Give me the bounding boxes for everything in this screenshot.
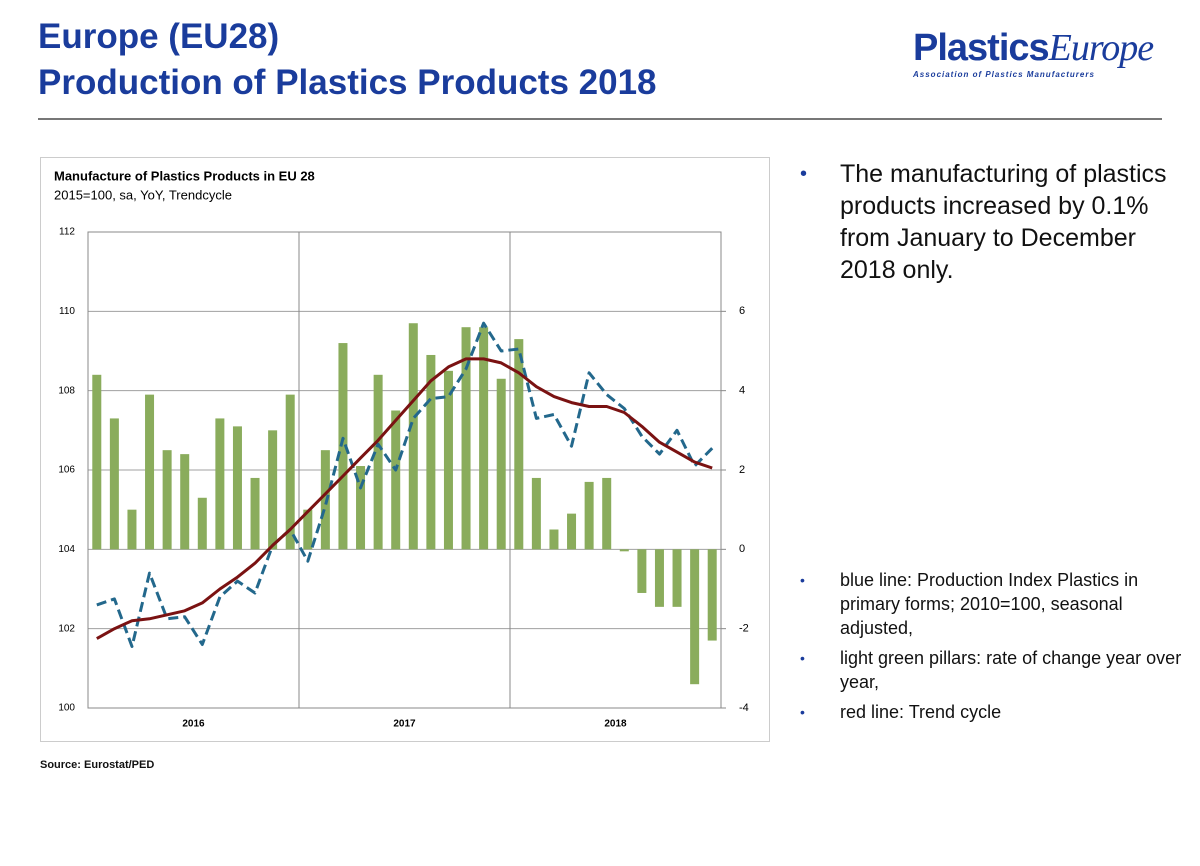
bullet-list: The manufacturing of plastics products i…	[800, 158, 1170, 286]
bar	[461, 327, 471, 550]
bar	[514, 339, 524, 550]
line	[96, 357, 713, 640]
x-tick-label: 2017	[393, 719, 416, 730]
bar	[602, 477, 612, 550]
bar	[92, 374, 102, 550]
logo-text: Plastics	[913, 27, 1050, 69]
bar	[303, 509, 313, 550]
bar	[232, 426, 242, 550]
bar	[109, 418, 119, 550]
bar	[690, 549, 700, 685]
bar	[707, 549, 717, 641]
bar	[391, 410, 401, 550]
chart: Manufacture of Plastics Products in EU 2…	[54, 168, 749, 730]
note: blue line: Production Index Plastics in …	[800, 568, 1190, 640]
y2-tick-label: 4	[739, 385, 745, 397]
bar	[584, 481, 594, 550]
y2-tick-label: 2	[739, 464, 745, 476]
logo-subtext: Association of Plastics Manufacturers	[913, 70, 1095, 79]
bar	[338, 343, 348, 550]
bar	[619, 549, 629, 552]
y2-tick-label: 6	[739, 305, 745, 317]
bar	[268, 430, 278, 550]
logo: PlasticsEurope Association of Plastics M…	[913, 28, 1173, 79]
y-tick-label: 100	[58, 703, 75, 714]
bar	[285, 394, 295, 550]
bar	[180, 454, 190, 550]
bar	[496, 378, 506, 550]
bar	[549, 529, 559, 550]
logo-text: Europe	[1048, 27, 1154, 69]
bar	[637, 549, 647, 593]
bar	[215, 418, 225, 550]
y-tick-label: 110	[59, 306, 75, 317]
chart-frame: Manufacture of Plastics Products in EU 2…	[40, 157, 770, 742]
y-tick-label: 102	[58, 623, 75, 634]
slide-title: Europe (EU28) Production of Plastics Prod…	[38, 14, 657, 106]
bar	[443, 370, 453, 550]
note: red line: Trend cycle	[800, 700, 1190, 724]
y2-tick-label: 0	[739, 543, 745, 555]
bar	[162, 450, 172, 550]
plot-border	[87, 231, 722, 709]
y2-tick-label: -4	[739, 702, 749, 714]
bar	[408, 323, 418, 550]
source: Source: Eurostat/PED	[40, 759, 155, 771]
y2-tick-label: -2	[739, 623, 749, 635]
bar	[531, 477, 541, 550]
title-line: Production of Plastics Products 2018	[38, 63, 657, 102]
x-tick-label: 2018	[604, 719, 627, 730]
chart-title: Manufacture of Plastics Products in EU 2…	[54, 168, 315, 183]
bullet: The manufacturing of plastics products i…	[800, 158, 1170, 286]
bar	[145, 394, 155, 550]
note: light green pillars: rate of change year…	[800, 646, 1190, 694]
y-tick-label: 112	[59, 227, 75, 238]
bar	[127, 509, 137, 550]
bar	[479, 327, 489, 550]
bar	[197, 497, 207, 550]
y-tick-label: 108	[58, 385, 75, 396]
bar	[567, 513, 577, 550]
bar	[426, 354, 436, 550]
bar	[320, 450, 330, 550]
bar	[672, 549, 682, 607]
bar	[250, 477, 260, 550]
chart-subtitle: 2015=100, sa, YoY, Trendcycle	[54, 187, 232, 202]
bar	[373, 374, 383, 550]
bar	[356, 466, 366, 550]
title-line: Europe (EU28)	[38, 17, 280, 56]
x-tick-label: 2016	[182, 719, 205, 730]
y-tick-label: 106	[58, 465, 75, 476]
note-list: blue line: Production Index Plastics in …	[800, 568, 1190, 730]
y-tick-label: 104	[58, 544, 75, 555]
divider	[38, 118, 1162, 120]
bar	[654, 549, 664, 607]
line	[96, 321, 714, 648]
